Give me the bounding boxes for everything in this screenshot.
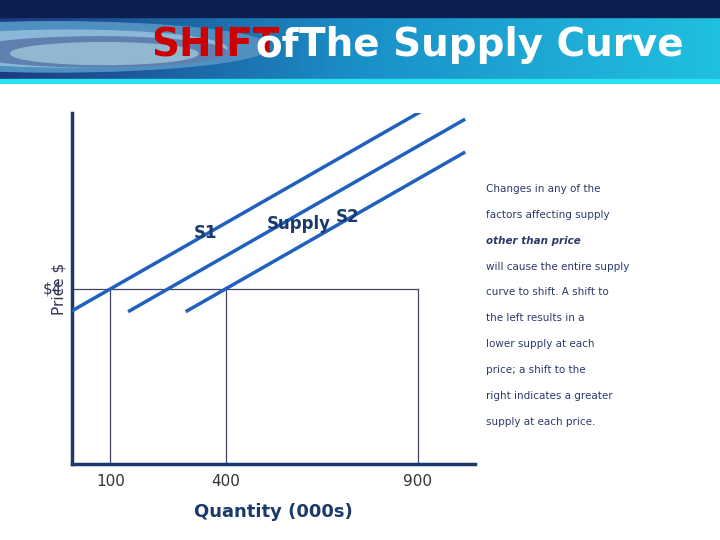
Circle shape [11,43,198,64]
Text: curve to shift. A shift to: curve to shift. A shift to [486,287,609,298]
Y-axis label: Price $: Price $ [51,263,66,315]
Text: The Supply Curve: The Supply Curve [299,26,683,64]
Circle shape [0,30,227,67]
Bar [0,0,720,17]
Text: the left results in a: the left results in a [486,313,585,323]
Text: of: of [256,26,299,64]
Text: will cause the entire supply: will cause the entire supply [486,261,629,272]
X-axis label: Quantity (000s): Quantity (000s) [194,503,353,521]
Text: other than price: other than price [486,235,581,246]
Circle shape [0,37,227,67]
Text: S2: S2 [336,208,360,226]
Text: S1: S1 [194,224,217,241]
Text: $4: $4 [43,281,63,296]
Text: Supply: Supply [267,215,331,233]
Text: lower supply at each: lower supply at each [486,339,595,349]
Text: SHIFT: SHIFT [151,26,279,64]
Text: price; a shift to the: price; a shift to the [486,365,585,375]
Bar [0,79,720,84]
Circle shape [0,22,270,72]
Text: factors affecting supply: factors affecting supply [486,210,610,220]
Text: right indicates a greater: right indicates a greater [486,391,613,401]
Text: Changes in any of the: Changes in any of the [486,184,600,194]
Text: supply at each price.: supply at each price. [486,416,595,427]
